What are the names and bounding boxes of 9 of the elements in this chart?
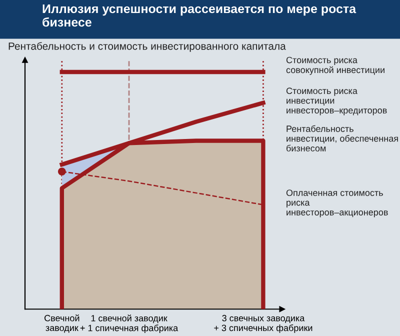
x-tick-label: 1 свечной заводик + 1 спичечная фабрика [80, 314, 178, 333]
text: Рентабельность инвестиции, обеспеченная бизнесом [286, 125, 398, 152]
y-axis-title: Рентабельность и стоимость инвестированного капитала [8, 42, 286, 52]
chart-title: Иллюзия успешности рассеивается по мере роста бизнесе [42, 4, 356, 27]
text: Стоимость риска инвестиции инвесторов–кредиторов [286, 88, 387, 116]
x-tick-label: 3 свечных заводика + 3 спичечных фабрики [214, 314, 312, 333]
x-tick-label: Свечной заводик [44, 314, 80, 333]
text: Стоимость риска совокупной инвестиции [286, 56, 384, 75]
text: Оплаченная стоимость риска инвесторов–акционеров [286, 190, 388, 218]
